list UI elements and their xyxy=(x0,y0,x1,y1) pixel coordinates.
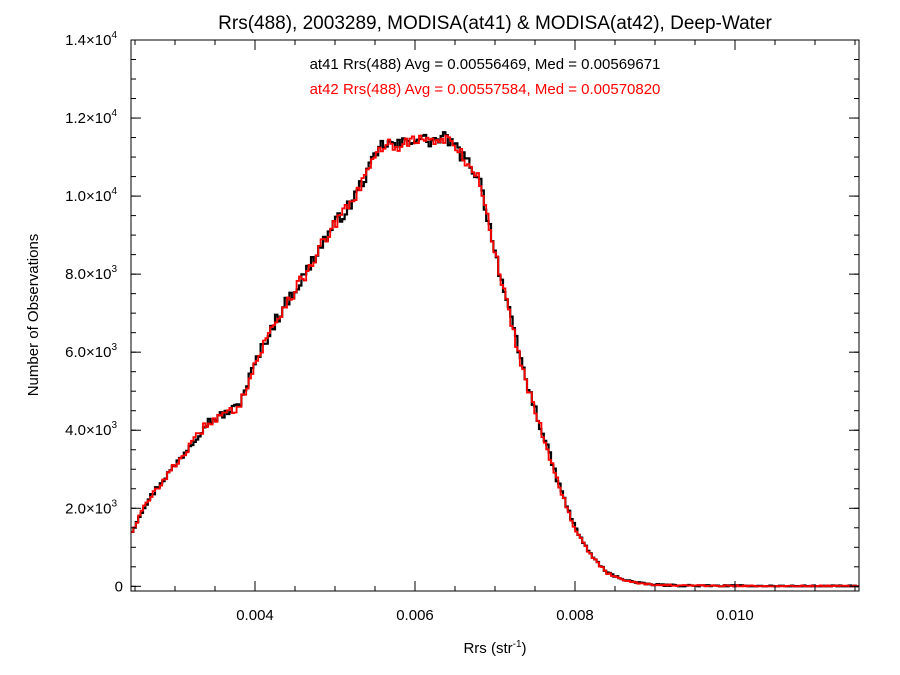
y-tick-label: 4.0×103 xyxy=(65,420,117,439)
y-tick-label-exponent: 4 xyxy=(111,186,117,197)
series-at42-histogram xyxy=(131,134,860,588)
y-tick-label-exponent: 3 xyxy=(111,342,117,353)
x-axis-label: Rrs (str-1) xyxy=(463,639,526,657)
chart-title: Rrs(488), 2003289, MODISA(at41) & MODISA… xyxy=(218,13,772,34)
y-tick-label: 0 xyxy=(115,578,123,595)
x-axis-label-close: ) xyxy=(522,640,527,657)
stats-annotation-at41: at41 Rrs(488) Avg = 0.00556469, Med = 0.… xyxy=(310,56,661,73)
y-tick-label-exponent: 4 xyxy=(111,30,117,41)
plot-frame xyxy=(130,39,860,592)
x-tick-label: 0.010 xyxy=(716,607,754,624)
y-tick-label-exponent: 3 xyxy=(111,264,117,275)
y-tick-label-exponent: 3 xyxy=(111,498,117,509)
stats-annotation-at42: at42 Rrs(488) Avg = 0.00557584, Med = 0.… xyxy=(310,81,661,98)
series-group xyxy=(131,131,860,588)
y-tick-label-base: 2.0×10 xyxy=(65,500,111,517)
y-tick-label-base: 1.2×10 xyxy=(65,110,111,127)
y-tick-label: 1.0×104 xyxy=(65,186,117,205)
y-tick-label: 1.4×104 xyxy=(65,30,117,49)
y-tick-label-exponent: 3 xyxy=(111,420,117,431)
y-tick-label: 8.0×103 xyxy=(65,264,117,283)
x-tick-label: 0.006 xyxy=(396,607,434,624)
plot-area: 0.004 0.006 0.008 0.01002.0×1034.0×1036.0×1… xyxy=(65,30,860,624)
y-tick-label: 1.2×104 xyxy=(65,108,117,127)
y-tick-label: 6.0×103 xyxy=(65,342,117,361)
y-tick-label: 2.0×103 xyxy=(65,498,117,517)
y-tick-label-base: 1.0×10 xyxy=(65,188,111,205)
y-tick-label-exponent: 4 xyxy=(111,108,117,119)
stats-annotations: at41 Rrs(488) Avg = 0.00556469, Med = 0.… xyxy=(310,56,661,98)
y-tick-label-base: 1.4×10 xyxy=(65,32,111,49)
y-tick-label-base: 6.0×10 xyxy=(65,344,111,361)
series-at41-histogram xyxy=(131,131,860,588)
y-tick-label-base: 0 xyxy=(115,578,123,595)
x-axis-label-base: Rrs (str xyxy=(463,640,512,657)
y-axis-label: Number of Observations xyxy=(25,234,42,397)
x-tick-label: 0.008 xyxy=(556,607,594,624)
axis-ticks: 0.004 0.006 0.008 0.01002.0×1034.0×1036.0×1… xyxy=(65,30,859,624)
y-tick-label-base: 4.0×10 xyxy=(65,422,111,439)
x-tick-label: 0.004 xyxy=(236,607,274,624)
x-axis-label-superscript: -1 xyxy=(513,639,522,650)
y-tick-label-base: 8.0×10 xyxy=(65,266,111,283)
